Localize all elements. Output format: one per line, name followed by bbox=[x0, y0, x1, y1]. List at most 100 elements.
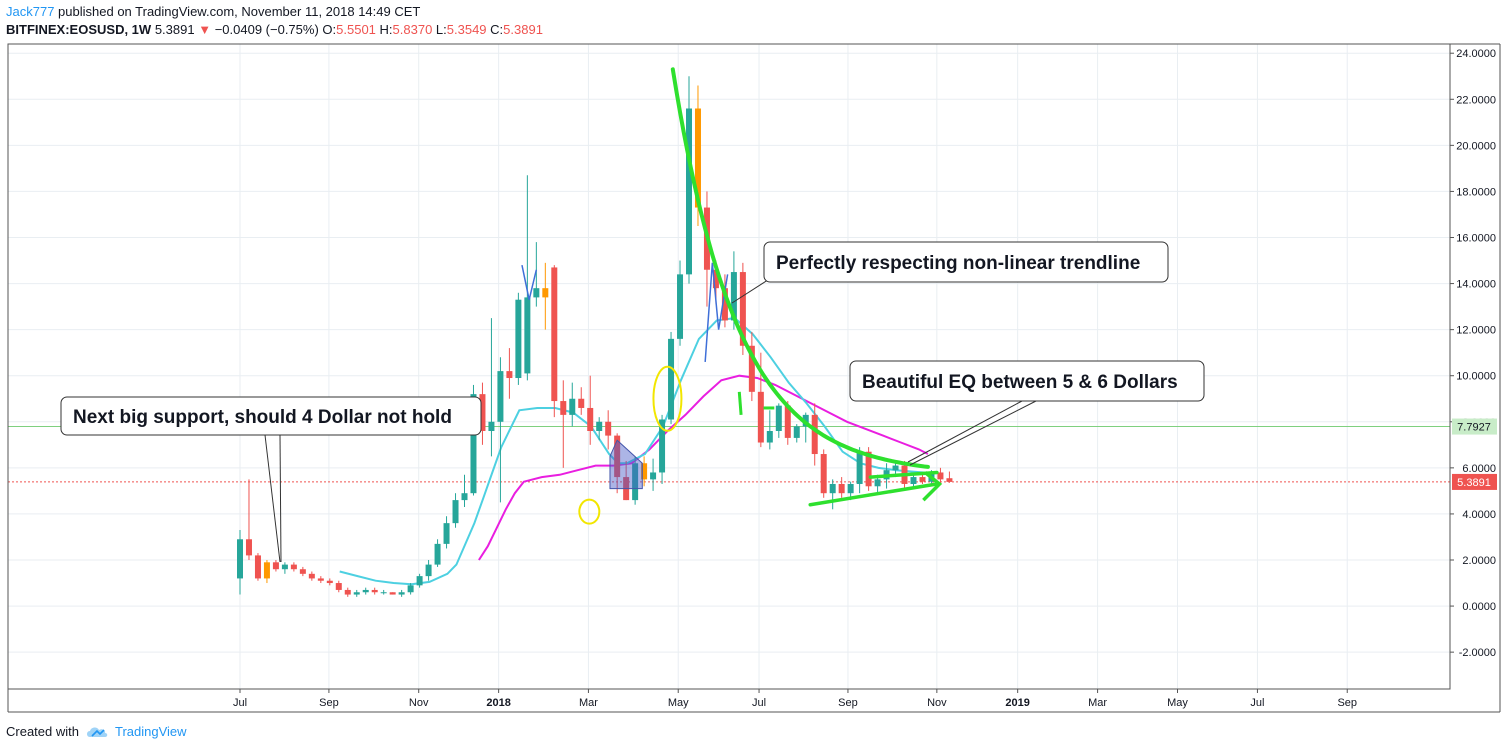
candle-body bbox=[479, 394, 486, 431]
candle bbox=[766, 410, 773, 450]
y-tick-label: 6.0000 bbox=[1462, 463, 1496, 475]
candle bbox=[659, 414, 666, 484]
candle bbox=[344, 587, 351, 597]
triangle-pattern bbox=[609, 439, 643, 490]
candle bbox=[434, 539, 441, 567]
candle-body bbox=[380, 592, 387, 594]
y-tick-label: 10.0000 bbox=[1456, 371, 1496, 383]
price-tag-bg bbox=[1452, 473, 1497, 490]
callout-box bbox=[60, 396, 482, 436]
open-value: 5.5501 bbox=[336, 22, 376, 37]
open-label: O: bbox=[322, 22, 337, 37]
callout-tail bbox=[907, 400, 1023, 463]
candle bbox=[452, 493, 459, 528]
x-tick-label: May bbox=[668, 697, 689, 709]
candle-body bbox=[497, 371, 504, 422]
candle bbox=[506, 348, 513, 399]
candle bbox=[254, 553, 261, 581]
candle bbox=[587, 375, 594, 445]
candle-body bbox=[470, 394, 477, 494]
candle bbox=[820, 449, 827, 498]
tradingview-brand-link[interactable]: TradingView bbox=[114, 724, 187, 739]
candle-body bbox=[560, 401, 567, 415]
candle bbox=[596, 417, 603, 441]
candle-body bbox=[506, 371, 513, 379]
x-tick-label: Mar bbox=[1088, 697, 1107, 709]
candle-body bbox=[659, 419, 666, 473]
publish-info: published on TradingView.com, November 1… bbox=[58, 4, 421, 19]
candle bbox=[614, 433, 621, 494]
candle-body bbox=[578, 398, 585, 408]
x-tick-label: Jul bbox=[233, 697, 247, 709]
candle bbox=[416, 573, 423, 588]
candle-body bbox=[874, 479, 881, 487]
highlight-ellipse bbox=[652, 365, 683, 432]
blue-wedge bbox=[521, 264, 538, 300]
candle bbox=[560, 380, 567, 468]
candle-body bbox=[245, 539, 252, 556]
created-with-text: Created with bbox=[6, 724, 79, 739]
callout-box bbox=[849, 360, 1205, 402]
candle-body bbox=[443, 523, 450, 544]
candle bbox=[802, 412, 809, 443]
candle bbox=[380, 589, 387, 595]
candle-body bbox=[344, 589, 351, 595]
chart-grid bbox=[8, 44, 1450, 689]
candle-body bbox=[596, 421, 603, 431]
symbol-line: BITFINEX:EOSUSD, 1W 5.3891 ▼ −0.0409 (−0… bbox=[6, 21, 543, 39]
candle-body bbox=[237, 539, 243, 579]
callout-tail bbox=[264, 434, 281, 563]
candle bbox=[407, 583, 414, 595]
candle bbox=[461, 474, 468, 508]
chart-axes: -2.00000.00002.00004.00006.00008.000010.… bbox=[7, 43, 1501, 713]
ma-long-line bbox=[478, 374, 929, 561]
candle-body bbox=[551, 267, 558, 402]
candle-body bbox=[614, 435, 621, 478]
symbol-name: BITFINEX:EOSUSD, 1W bbox=[6, 22, 152, 37]
candle-body bbox=[407, 585, 414, 593]
candle-body bbox=[793, 426, 800, 438]
candle-body bbox=[515, 299, 522, 379]
candle-body bbox=[838, 483, 845, 494]
candle-body bbox=[946, 478, 953, 482]
chart-callouts: Next big support, should 4 Dollar not ho… bbox=[60, 241, 1205, 563]
candle bbox=[290, 562, 297, 572]
callout-tail bbox=[731, 277, 772, 304]
x-tick-label: Jul bbox=[1250, 697, 1264, 709]
y-tick-label: 20.0000 bbox=[1456, 140, 1496, 152]
candle-body bbox=[712, 269, 719, 289]
candle bbox=[793, 424, 800, 443]
candle-body bbox=[326, 580, 333, 584]
eq-arrowhead bbox=[922, 471, 943, 502]
price-tag-bg bbox=[1452, 418, 1497, 435]
candle-body bbox=[677, 274, 684, 339]
last-price: 5.3891 bbox=[154, 22, 195, 37]
candle bbox=[721, 274, 728, 328]
callout-text: Next big support, should 4 Dollar not ho… bbox=[73, 407, 452, 428]
candle bbox=[488, 318, 495, 457]
eq-callout: Beautiful EQ between 5 & 6 Dollars bbox=[849, 360, 1205, 466]
candle-body bbox=[290, 564, 297, 570]
x-tick-label: Sep bbox=[319, 697, 339, 709]
candle bbox=[686, 76, 692, 284]
candle bbox=[371, 587, 378, 595]
author-link[interactable]: Jack777 bbox=[6, 4, 55, 19]
candle bbox=[272, 560, 279, 572]
candle bbox=[524, 175, 531, 381]
trendline-callout: Perfectly respecting non-linear trendlin… bbox=[731, 241, 1169, 304]
candle bbox=[551, 265, 558, 418]
candle bbox=[668, 331, 675, 425]
candle-body bbox=[686, 108, 692, 275]
candle bbox=[317, 576, 324, 584]
y-tick-label: 0.0000 bbox=[1462, 601, 1496, 613]
candle-body bbox=[650, 472, 657, 480]
candle-body bbox=[748, 345, 755, 392]
candle-body bbox=[668, 338, 675, 420]
candle bbox=[632, 456, 639, 505]
callout-text: Perfectly respecting non-linear trendlin… bbox=[776, 253, 1140, 274]
candle-body bbox=[775, 405, 782, 431]
candle-body bbox=[542, 288, 549, 298]
ma-short-line bbox=[339, 317, 933, 586]
candle bbox=[542, 262, 549, 330]
